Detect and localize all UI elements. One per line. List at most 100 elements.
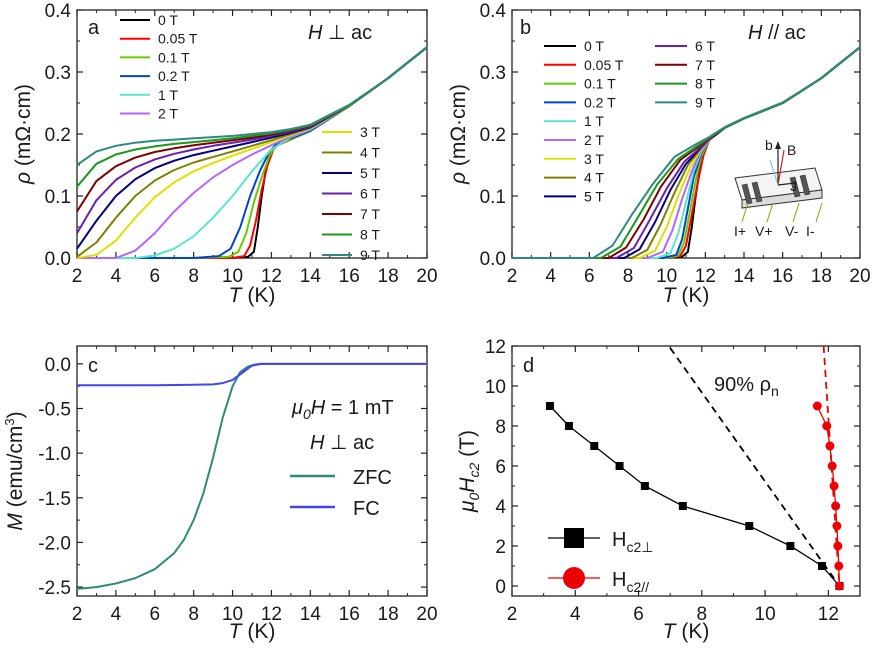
d-series-line bbox=[549, 405, 840, 587]
x-axis-label: T (K) bbox=[229, 284, 276, 307]
orientation-annotation: H ⊥ ac bbox=[310, 432, 374, 454]
inset-wire bbox=[815, 202, 823, 223]
legend-label: 1 T bbox=[584, 113, 604, 129]
inset-label-i-minus: I- bbox=[806, 223, 815, 239]
b-axis-arrow-head bbox=[775, 141, 781, 149]
legend-label: 0.05 T bbox=[158, 31, 198, 47]
legend-label: 0.05 T bbox=[584, 57, 624, 73]
panel-label: c bbox=[88, 355, 98, 377]
y-tick-label: 0.2 bbox=[45, 125, 71, 146]
legend-label: 2 T bbox=[584, 132, 604, 148]
panel-label: d bbox=[523, 355, 534, 377]
hc2-perp-point bbox=[615, 462, 624, 470]
x-tick-label: 14 bbox=[300, 604, 322, 625]
x-tick-label: 20 bbox=[849, 266, 870, 287]
hc2-para-point bbox=[827, 461, 837, 471]
x-tick-label: 12 bbox=[695, 266, 716, 287]
y-tick-label: 8 bbox=[495, 417, 506, 438]
x-tick-label: 8 bbox=[188, 604, 199, 625]
d-series-line bbox=[816, 405, 841, 587]
hc2-perp-point bbox=[545, 402, 554, 410]
y-tick-label: 0.2 bbox=[480, 125, 506, 146]
y-tick-label: 0 bbox=[495, 577, 506, 598]
hc2-para-point bbox=[833, 541, 843, 551]
y-tick-label: 0.4 bbox=[480, 1, 507, 22]
y-tick-label: -2.0 bbox=[38, 533, 71, 554]
electrode bbox=[789, 176, 801, 198]
panel-c: 2 4 6 8 10 12 14 16 18 20 0.0 -0.5 -1.0 -1.5 -2.0 -2.5 T… bbox=[2, 345, 438, 643]
legend-label: 5 T bbox=[584, 188, 604, 204]
a-line-9-T bbox=[76, 46, 428, 166]
legend-label: 6 T bbox=[695, 38, 715, 54]
legend-label: 1 T bbox=[158, 87, 178, 103]
legend: 0 T 0.05 T 0.1 T 0.2 T 1 T 2 T 3 T 4 T 5 T 6 T 7 T… bbox=[544, 38, 715, 204]
y-tick-label: 0.4 bbox=[45, 1, 72, 22]
legend-label: 0.1 T bbox=[584, 76, 616, 92]
legend-label: 2 T bbox=[158, 106, 178, 122]
inset-wire bbox=[741, 202, 749, 223]
x-tick-label: 8 bbox=[623, 266, 634, 287]
x-tick-label: 16 bbox=[339, 266, 360, 287]
x-tick-label: 6 bbox=[149, 266, 160, 287]
x-tick-label: 20 bbox=[416, 604, 437, 625]
y-tick-label: 10 bbox=[485, 377, 506, 398]
legend-marker-square bbox=[564, 528, 584, 548]
x-tick-label: 2 bbox=[72, 266, 83, 287]
x-axis-label: T (K) bbox=[663, 284, 710, 307]
y-tick-label: 0.1 bbox=[45, 187, 71, 208]
legend-label: 7 T bbox=[695, 57, 715, 73]
y-tick-label: 0.0 bbox=[45, 249, 71, 270]
x-tick-label: 14 bbox=[300, 266, 322, 287]
x-tick-label: 4 bbox=[545, 266, 556, 287]
x-axis-label: T (K) bbox=[229, 620, 276, 643]
hc2-para-point bbox=[812, 401, 822, 411]
y-tick-label: 0.3 bbox=[480, 63, 506, 84]
axes-frame: 2 4 6 8 10 12 14 16 18 20 0.0 0.1 0.2 0.3 0.4 bbox=[480, 1, 871, 287]
hc2-perp-point bbox=[590, 442, 599, 450]
electrode bbox=[741, 183, 753, 205]
sample-geometry-inset: b B J I+ V+ V- I- bbox=[734, 137, 823, 239]
inset-wire bbox=[792, 202, 800, 223]
x-tick-label: 6 bbox=[149, 604, 160, 625]
legend-label: 0 T bbox=[158, 12, 178, 28]
legend-label: 3 T bbox=[360, 124, 380, 140]
legend-label: 0.2 T bbox=[158, 68, 190, 84]
inset-label-b: b bbox=[765, 137, 773, 153]
panel-label: a bbox=[88, 17, 100, 39]
y-axis-label: ρ (mΩ·cm) bbox=[447, 84, 470, 185]
d-series-0 bbox=[545, 402, 844, 590]
field-arrow bbox=[777, 149, 785, 186]
x-tick-label: 12 bbox=[261, 266, 282, 287]
panel-a: 2 4 6 8 10 12 14 16 18 20 0.0 0.1 0.2 0.3 0.4 T (K) ρ (m… bbox=[12, 1, 438, 307]
x-tick-label: 8 bbox=[697, 604, 708, 625]
x-tick-label: 4 bbox=[111, 604, 122, 625]
x-tick-label: 4 bbox=[111, 266, 122, 287]
legend-label: 0.2 T bbox=[584, 94, 616, 110]
legend-label: Hc2// bbox=[612, 569, 649, 595]
hc2-para-point bbox=[831, 501, 841, 511]
inset-label-v-plus: V+ bbox=[755, 223, 773, 239]
x-tick-label: 10 bbox=[755, 604, 776, 625]
legend-label: 0.1 T bbox=[158, 49, 190, 65]
y-tick-label: 0.1 bbox=[480, 187, 506, 208]
inset-label-B: B bbox=[787, 142, 796, 158]
x-tick-label: 18 bbox=[378, 604, 399, 625]
x-tick-label: 20 bbox=[416, 266, 437, 287]
x-tick-label: 2 bbox=[507, 604, 518, 625]
field-arrow-tilt bbox=[769, 159, 779, 186]
hc2-perp-point bbox=[786, 542, 795, 550]
y-tick-label: -1.0 bbox=[38, 444, 71, 465]
y-axis-label: ρ (mΩ·cm) bbox=[12, 84, 35, 185]
hc2-perp-point bbox=[818, 562, 827, 570]
legend-label: 6 T bbox=[360, 186, 380, 202]
x-tick-label: 6 bbox=[633, 604, 644, 625]
legend-label: Hc2⊥ bbox=[612, 529, 653, 555]
y-axis-label: μ0Hc2 (T) bbox=[456, 430, 482, 513]
x-axis-label: T (K) bbox=[663, 620, 710, 643]
b-line-9-T bbox=[512, 46, 861, 259]
hc2-para-point bbox=[829, 481, 839, 491]
inset-label-v-minus: V- bbox=[785, 223, 799, 239]
